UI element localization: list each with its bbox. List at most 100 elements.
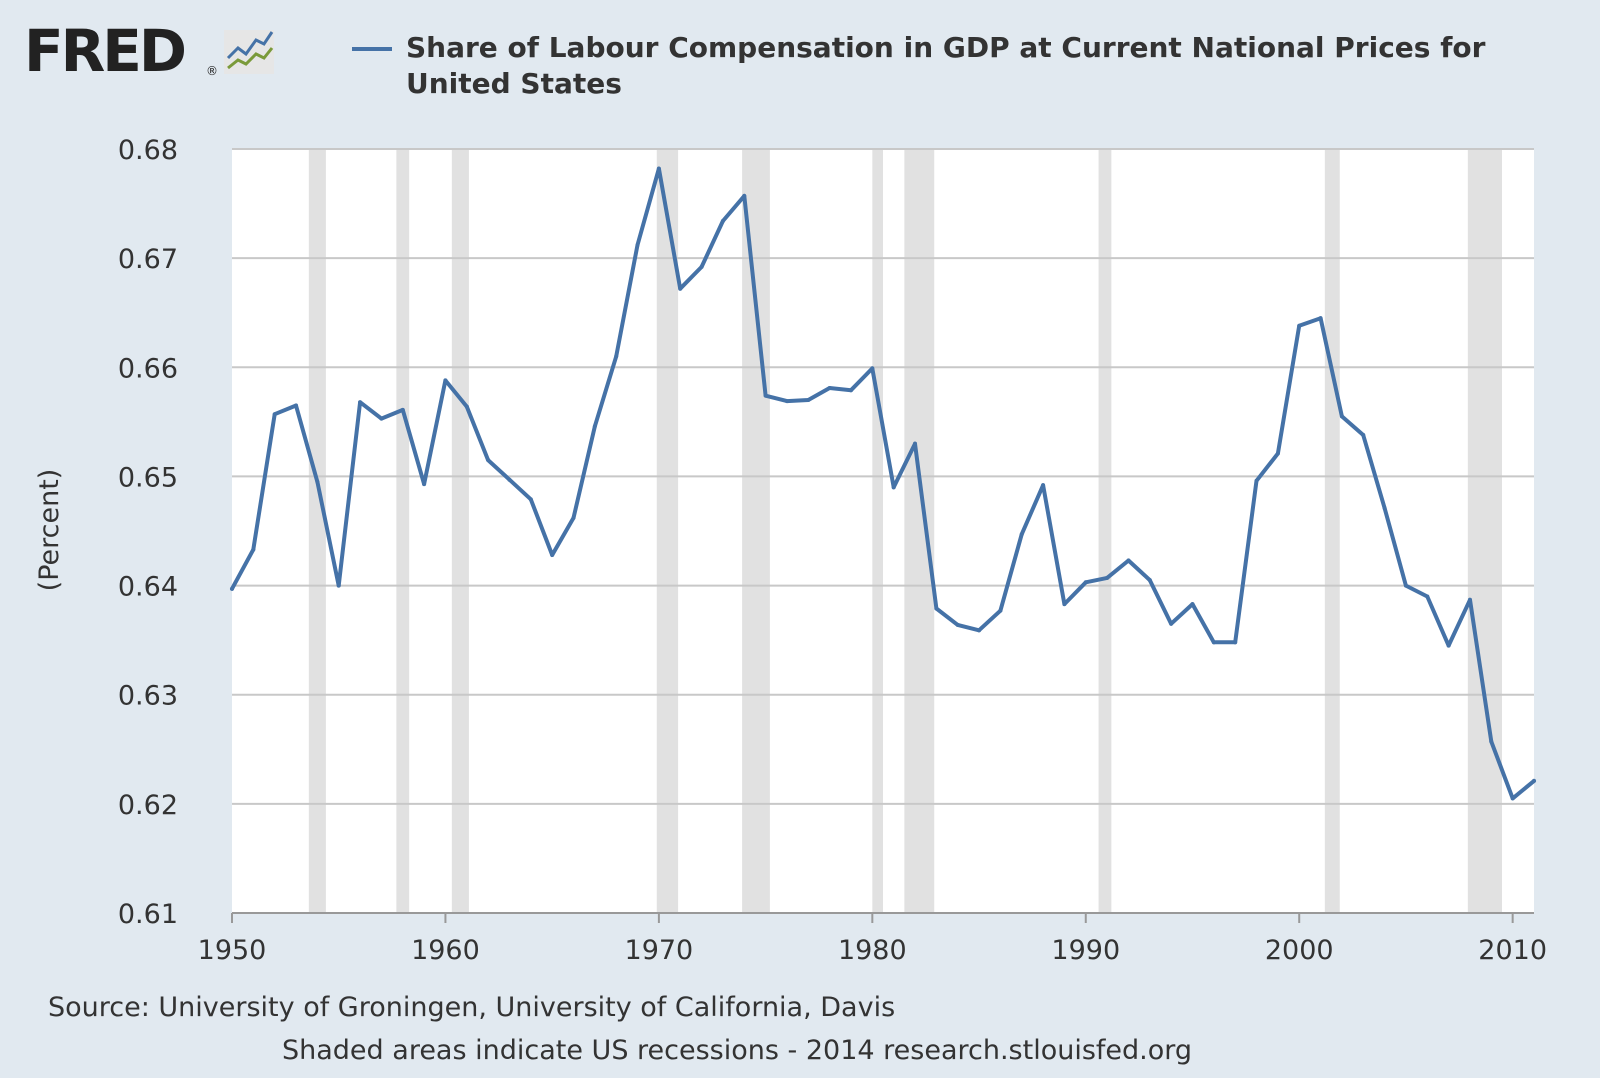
recession-note: Shaded areas indicate US recessions - 20…: [282, 1035, 1193, 1066]
data-point: [699, 264, 704, 269]
y-tick-label: 0.64: [118, 572, 178, 603]
data-point: [1041, 483, 1046, 488]
data-point: [1532, 778, 1536, 783]
series-line: [230, 166, 1536, 801]
registered-mark: ®: [206, 64, 218, 78]
data-point: [230, 586, 234, 591]
x-tick-label: 1960: [411, 935, 480, 966]
line-chart-icon: [224, 30, 274, 74]
data-point: [1062, 602, 1067, 607]
recession-band: [742, 149, 770, 913]
data-point: [571, 515, 576, 520]
data-point: [272, 412, 277, 417]
data-point: [934, 606, 939, 611]
data-point: [1361, 432, 1366, 437]
data-point: [1190, 602, 1195, 607]
y-tick-label: 0.65: [118, 462, 178, 493]
data-point: [1510, 796, 1515, 801]
x-tick-label: 1950: [198, 935, 267, 966]
data-point: [977, 628, 982, 633]
data-point: [1254, 478, 1259, 483]
data-point: [913, 441, 918, 446]
y-tick-label: 0.62: [118, 790, 178, 821]
data-point: [294, 403, 299, 408]
recession-band: [396, 149, 410, 913]
data-point: [1233, 640, 1238, 645]
data-point: [1169, 621, 1174, 626]
data-point: [998, 608, 1003, 613]
data-point: [1339, 414, 1344, 419]
data-point: [827, 386, 832, 391]
data-point: [763, 393, 768, 398]
chart-title: Share of Labour Compensation in GDP at C…: [406, 31, 1486, 100]
fred-logo-text: FRED: [24, 17, 187, 85]
data-point: [315, 479, 320, 484]
axes: 0.61 0.62 0.63 0.64 0.65 0.66 0.67 0.68 1950 1960…: [118, 135, 1547, 966]
data-point: [656, 166, 661, 171]
fred-logo: FRED ®: [24, 17, 284, 85]
legend-series-swatch: [352, 47, 392, 51]
x-tick-label: 2000: [1265, 935, 1334, 966]
data-point: [614, 354, 619, 359]
series-layer: [230, 166, 1536, 801]
recession-band: [1324, 149, 1340, 913]
recession-band: [308, 149, 326, 913]
data-point: [1083, 580, 1088, 585]
data-point: [1446, 643, 1451, 648]
data-point: [1318, 316, 1323, 321]
recession-band: [1098, 149, 1112, 913]
y-tick-label: 0.66: [118, 353, 178, 384]
data-point: [1019, 532, 1024, 537]
data-point: [400, 407, 405, 412]
y-axis-label: (Percent): [34, 469, 65, 592]
data-point: [1211, 640, 1216, 645]
y-tick-label: 0.67: [118, 244, 178, 275]
x-tick-label: 1970: [625, 935, 694, 966]
data-point: [1126, 558, 1131, 563]
data-point: [678, 286, 683, 291]
data-point: [1297, 323, 1302, 328]
data-point: [784, 399, 789, 404]
source-note: Source: University of Groningen, Univers…: [48, 992, 896, 1023]
recession-band: [1467, 149, 1502, 913]
data-point: [1147, 578, 1152, 583]
data-point: [806, 398, 811, 403]
data-point: [251, 547, 256, 552]
data-point: [1403, 583, 1408, 588]
data-point: [358, 400, 363, 405]
data-point: [336, 583, 341, 588]
data-point: [486, 458, 491, 463]
data-point: [507, 477, 512, 482]
data-point: [742, 193, 747, 198]
data-point: [443, 378, 448, 383]
data-point: [891, 485, 896, 490]
x-tick-label: 1980: [838, 935, 907, 966]
data-point: [464, 404, 469, 409]
data-point: [720, 219, 725, 224]
data-point: [848, 388, 853, 393]
data-point: [955, 622, 960, 627]
data-point: [635, 243, 640, 248]
data-point: [1425, 594, 1430, 599]
recession-band: [656, 149, 679, 913]
data-point: [1489, 739, 1494, 744]
data-point: [1105, 575, 1110, 580]
data-point: [870, 366, 875, 371]
data-point: [528, 497, 533, 502]
data-point: [1382, 506, 1387, 511]
recession-band: [451, 149, 469, 913]
y-tick-label: 0.63: [118, 681, 178, 712]
recession-bands: [308, 149, 1502, 913]
recession-band: [872, 149, 883, 913]
gridlines: [232, 148, 1534, 805]
recession-band: [904, 149, 935, 913]
y-tick-label: 0.61: [118, 899, 178, 930]
data-point: [1275, 451, 1280, 456]
data-point: [592, 424, 597, 429]
line-chart: 0.61 0.62 0.63 0.64 0.65 0.66 0.67 0.68 1950 1960…: [34, 135, 1547, 966]
data-point: [379, 416, 384, 421]
data-point: [550, 553, 555, 558]
x-tick-label: 2010: [1478, 935, 1547, 966]
x-tick-label: 1990: [1051, 935, 1120, 966]
y-tick-label: 0.68: [118, 135, 178, 166]
